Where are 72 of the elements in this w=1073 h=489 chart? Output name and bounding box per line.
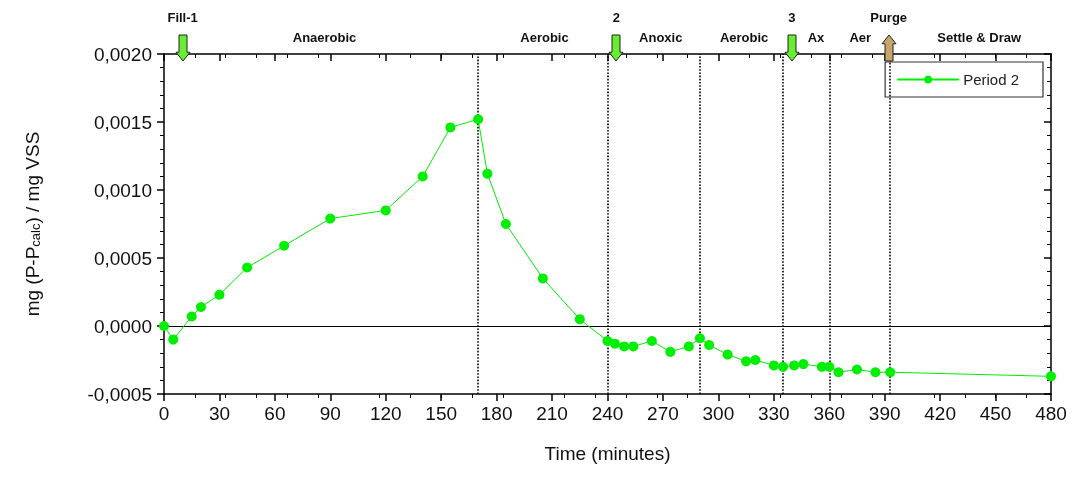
point [694, 333, 705, 344]
y-tick-label: 0,0020 [93, 43, 152, 65]
legend-label: Period 2 [963, 71, 1020, 88]
x-tick-label: 270 [647, 403, 679, 424]
point [824, 361, 835, 372]
text: Anaerobic [292, 30, 357, 45]
x-tick-label: 150 [425, 403, 458, 424]
x-tick-label: 420 [924, 403, 956, 424]
point [473, 114, 484, 125]
text: Anoxic [639, 30, 683, 45]
x-tick-label: 30 [208, 403, 231, 424]
x-tick-label: 480 [1035, 403, 1067, 424]
point [750, 355, 761, 365]
text: Aerobic [520, 30, 569, 45]
point [214, 289, 225, 300]
y-tick-label: 0,0005 [93, 247, 152, 269]
point [789, 360, 800, 371]
point [768, 360, 779, 371]
y-tick-label: 0,0010 [93, 179, 152, 201]
text: 2 [612, 10, 620, 25]
point [609, 338, 620, 349]
x-tick-label: 240 [591, 403, 624, 424]
point [683, 341, 694, 352]
y-tick-label: 0,0015 [93, 111, 152, 133]
x-tick-label: 450 [979, 403, 1012, 424]
point [500, 219, 511, 229]
text: Fill-1 [167, 10, 198, 25]
point [833, 367, 844, 378]
point [242, 262, 253, 273]
text: Purge [870, 10, 908, 25]
x-tick-label: 0 [158, 403, 170, 424]
point [380, 205, 391, 216]
point [722, 349, 733, 360]
point [195, 301, 206, 312]
point [1046, 371, 1056, 382]
point [851, 364, 862, 375]
x-tick-label: 120 [369, 403, 402, 424]
x-tick-label: 210 [536, 403, 568, 424]
point [279, 240, 290, 251]
x-axis-title: Time (minutes) [544, 443, 671, 464]
text: Aer [849, 30, 872, 45]
y-tick-label: 0,0000 [93, 315, 152, 337]
x-tick-label: 300 [702, 403, 735, 424]
point [168, 334, 179, 345]
point [628, 341, 639, 352]
point [417, 171, 428, 182]
point [778, 361, 789, 372]
point [574, 314, 585, 325]
point [665, 346, 676, 357]
point [619, 341, 630, 352]
x-tick-label: 360 [813, 403, 846, 424]
x-tick-label: 60 [264, 403, 286, 424]
text: 3 [788, 10, 796, 25]
point [646, 335, 657, 346]
text: Ax [807, 30, 825, 45]
point [798, 359, 809, 370]
x-tick-label: 330 [757, 403, 790, 424]
point [870, 367, 881, 378]
point [537, 273, 548, 284]
point [325, 213, 336, 224]
x-tick-label: 180 [480, 403, 513, 424]
point [186, 311, 197, 322]
x-tick-label: 90 [319, 403, 341, 424]
x-tick-label: 390 [868, 403, 901, 424]
point [741, 356, 752, 367]
point [885, 367, 896, 378]
point [482, 168, 493, 179]
text: Settle & Draw [937, 30, 1022, 45]
point [445, 122, 456, 133]
point [704, 340, 715, 351]
text: Aerobic [719, 30, 769, 45]
y-tick-label: -0,0005 [87, 383, 152, 405]
